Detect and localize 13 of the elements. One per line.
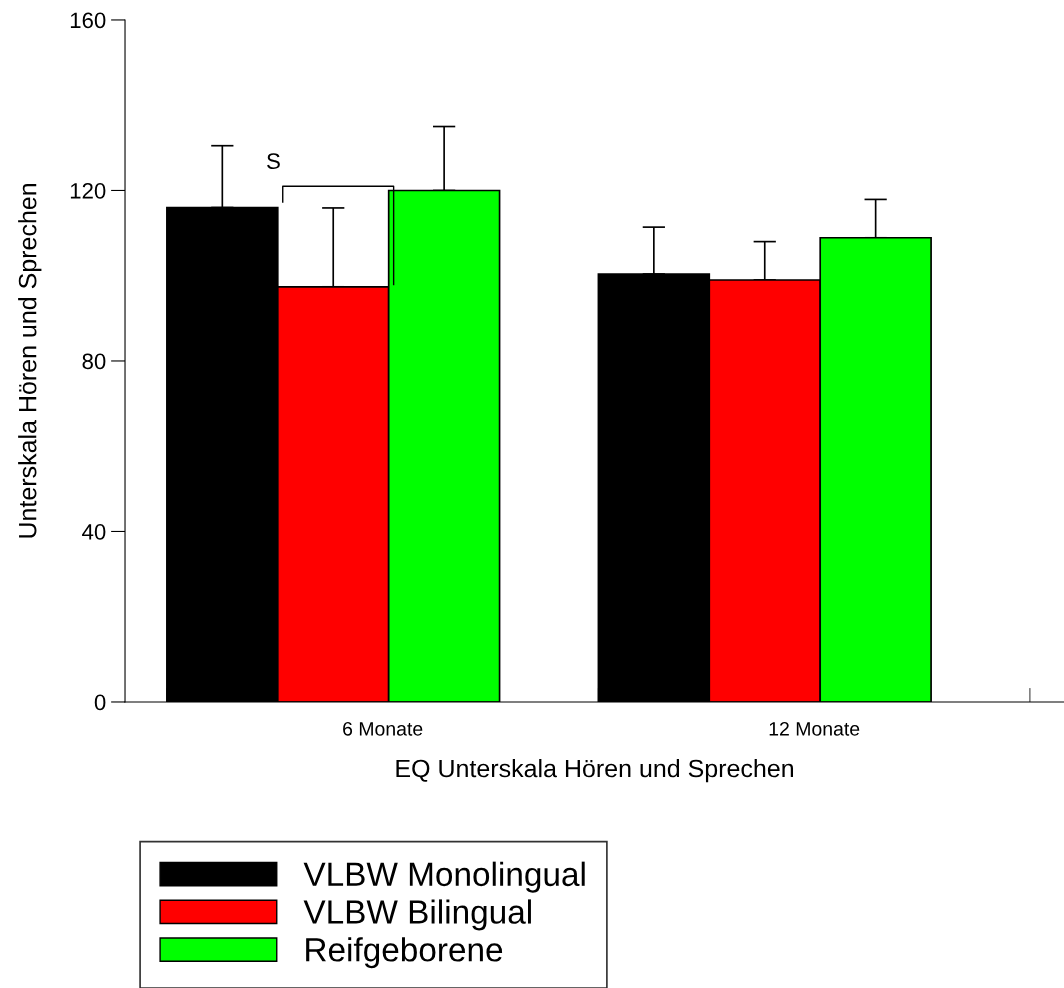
x-axis-title: EQ Unterskala Hören und Sprechen bbox=[396, 758, 794, 783]
legend-label: VLBW Monolingual bbox=[303, 861, 585, 893]
y-tick-label: 120 bbox=[70, 183, 106, 199]
x-tick-label: 6 Monate bbox=[343, 721, 423, 736]
annotation: S bbox=[267, 153, 280, 170]
legend-label: VLBW Bilingual bbox=[303, 899, 531, 931]
legend-label: Reifgeborene bbox=[306, 937, 503, 969]
y-tick-label: 80 bbox=[82, 353, 106, 370]
x-tick-label: 12 Monate bbox=[769, 721, 860, 736]
y-axis-title: Unterskala Hören und Sprechen bbox=[18, 184, 42, 538]
y-tick-label: 40 bbox=[82, 524, 106, 540]
y-tick-label: 0 bbox=[94, 694, 106, 711]
y-tick-label: 160 bbox=[70, 12, 106, 29]
